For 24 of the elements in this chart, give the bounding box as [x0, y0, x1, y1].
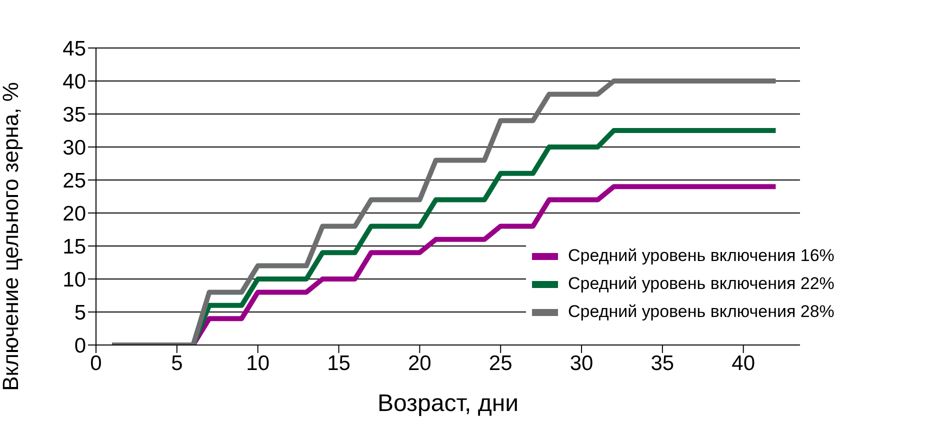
y-tick-label: 45: [62, 37, 86, 60]
x-axis-title: Возраст, дни: [377, 390, 519, 417]
legend-label: Средний уровень включения 22%: [568, 274, 834, 294]
y-tick-label: 30: [62, 136, 86, 160]
x-tick-label: 10: [246, 352, 270, 375]
x-tick-label: 25: [488, 352, 512, 375]
y-tick-label: 10: [62, 268, 86, 292]
y-tick-label: 20: [62, 202, 86, 226]
x-tick-label: 20: [408, 352, 432, 375]
legend-label: Средний уровень включения 16%: [568, 246, 834, 266]
y-tick-label: 0: [74, 334, 86, 358]
x-tick-label: 30: [570, 352, 594, 375]
y-tick-label: 35: [62, 103, 86, 126]
y-tick-label: 25: [62, 169, 86, 192]
y-tick-label: 15: [62, 235, 86, 258]
x-tick-label: 35: [650, 352, 674, 375]
x-tick-label: 5: [171, 352, 183, 375]
legend-label: Средний уровень включения 28%: [568, 302, 834, 322]
x-tick-label: 40: [732, 352, 756, 375]
y-tick-label: 5: [74, 301, 86, 324]
x-tick-label: 15: [327, 352, 350, 375]
x-tick-label: 0: [90, 352, 102, 375]
y-axis-title: Включение цельного зерна, %: [0, 82, 23, 391]
y-tick-label: 40: [62, 70, 86, 94]
